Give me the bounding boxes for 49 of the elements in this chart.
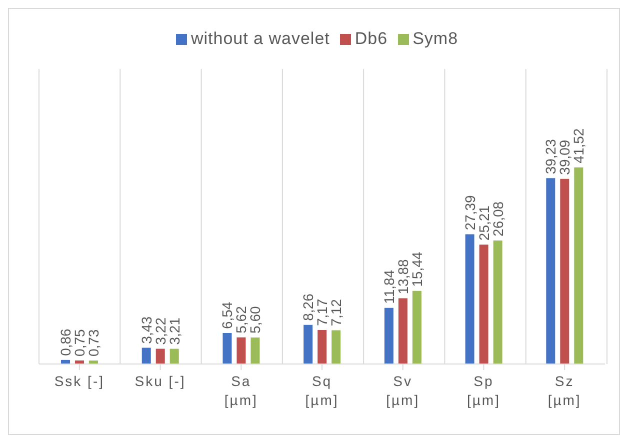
data-label: 0,73 bbox=[86, 329, 102, 357]
legend-label: without a wavelet bbox=[190, 29, 330, 48]
x-tick-label: Sv [µm] bbox=[386, 373, 420, 408]
data-label: 3,22 bbox=[152, 317, 168, 345]
data-label: 39,09 bbox=[556, 140, 573, 175]
bar bbox=[412, 290, 422, 364]
data-label: 5,60 bbox=[247, 306, 264, 334]
bar bbox=[479, 244, 488, 364]
bar bbox=[170, 348, 179, 364]
bar bbox=[250, 337, 260, 364]
bar bbox=[142, 348, 151, 364]
x-tick-label: Sku [-] bbox=[134, 373, 186, 389]
data-label: 41,52 bbox=[570, 128, 587, 164]
data-label: 5,62 bbox=[233, 306, 250, 334]
bar bbox=[398, 298, 408, 364]
bar bbox=[156, 348, 165, 364]
data-label: 26,08 bbox=[490, 201, 506, 236]
bar bbox=[465, 234, 474, 364]
data-label: 3,21 bbox=[166, 317, 182, 345]
data-label: 25,21 bbox=[476, 205, 492, 241]
x-tick-label: Sz [µm] bbox=[548, 373, 582, 408]
bar bbox=[332, 330, 341, 364]
x-tick-label: Ssk [-] bbox=[54, 373, 105, 389]
data-label: 7,12 bbox=[328, 298, 344, 326]
data-label: 39,23 bbox=[542, 138, 559, 174]
bar bbox=[384, 308, 394, 364]
data-label: 6,54 bbox=[219, 302, 236, 330]
bar bbox=[304, 324, 313, 364]
bar bbox=[574, 167, 584, 364]
x-tick-label: Sa [µm] bbox=[224, 373, 258, 408]
data-label: 15,44 bbox=[408, 252, 425, 287]
bar bbox=[222, 333, 232, 364]
x-tick-label: Sp [µm] bbox=[466, 373, 500, 408]
data-label: 8,26 bbox=[300, 293, 316, 321]
bar bbox=[560, 178, 570, 364]
bar bbox=[318, 330, 327, 364]
data-label: 13,88 bbox=[394, 259, 411, 294]
data-label: 0,75 bbox=[72, 328, 88, 356]
bar bbox=[236, 337, 246, 364]
data-label: 0,86 bbox=[58, 328, 74, 356]
data-label: 7,17 bbox=[314, 298, 330, 326]
data-label: 27,39 bbox=[462, 195, 478, 230]
bar bbox=[546, 178, 556, 364]
legend-label: Db6 bbox=[354, 29, 388, 48]
x-tick-label: Sq [µm] bbox=[305, 373, 339, 408]
data-label: 11,84 bbox=[380, 270, 397, 304]
legend-label: Sym8 bbox=[412, 29, 458, 48]
bar bbox=[493, 240, 502, 364]
data-label: 3,43 bbox=[138, 316, 154, 344]
